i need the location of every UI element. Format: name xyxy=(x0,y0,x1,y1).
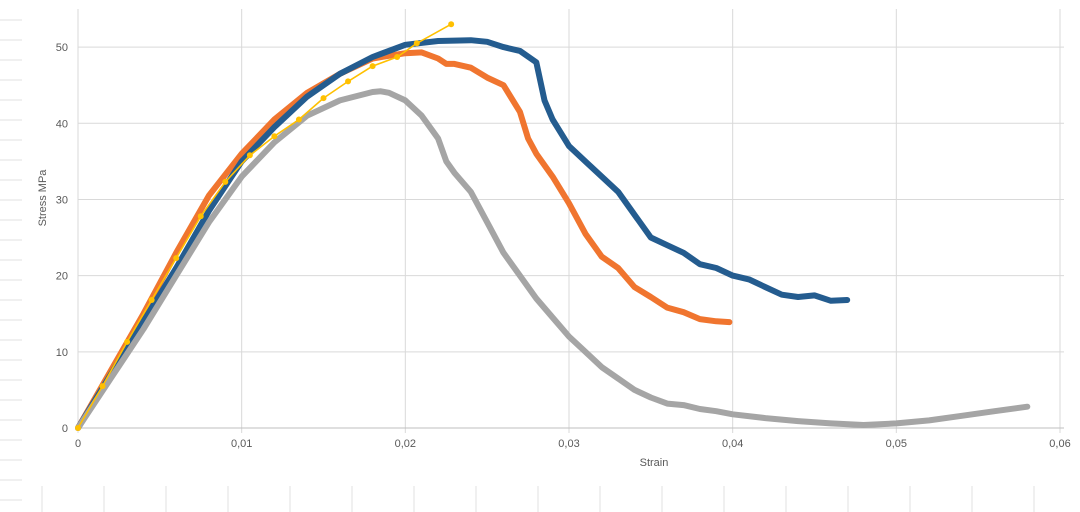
series-4-point xyxy=(394,53,401,60)
x-tick-label: 0,01 xyxy=(231,438,252,450)
gridlines xyxy=(77,9,1064,433)
x-tick-label: 0 xyxy=(75,438,81,450)
chart-area[interactable]: 0 10 20 30 40 50 0 0,01 0,02 0,03 0,04 0,05 0,06 Str… xyxy=(22,0,1080,486)
x-tick-label: 0,06 xyxy=(1049,438,1070,450)
series-line-1 xyxy=(75,49,733,431)
y-tick-label: 30 xyxy=(56,194,68,206)
series-4-point xyxy=(222,178,229,185)
series-4-point xyxy=(295,116,302,123)
series-4-point xyxy=(75,425,81,431)
series-line-3 xyxy=(75,88,1031,431)
series-4-point xyxy=(271,133,278,140)
series-4-point xyxy=(246,152,253,159)
series-group xyxy=(75,21,1031,431)
series-4-point xyxy=(345,78,352,85)
series-4-point xyxy=(320,95,327,102)
chart-plot: 0 10 20 30 40 50 0 0,01 0,02 0,03 0,04 0,05 0,06 Str… xyxy=(37,9,1071,469)
series-4-point xyxy=(173,255,180,262)
x-tick-label: 0,05 xyxy=(886,438,907,450)
y-tick-label: 10 xyxy=(56,347,68,359)
series-4-point xyxy=(124,338,131,345)
tick-labels: 0 10 20 30 40 50 0 0,01 0,02 0,03 0,04 0,05 0,06 xyxy=(56,42,1071,450)
series-4-point xyxy=(99,383,106,390)
series-4-point xyxy=(197,213,204,220)
x-tick-label: 0,03 xyxy=(558,438,579,450)
y-tick-label: 20 xyxy=(56,271,68,283)
y-tick-label: 0 xyxy=(62,423,68,435)
x-tick-label: 0,02 xyxy=(395,438,416,450)
y-tick-label: 50 xyxy=(56,42,68,54)
series-4-point xyxy=(148,297,155,304)
series-4-point xyxy=(369,63,376,70)
series-4-point xyxy=(413,40,420,47)
y-axis-title: Stress MPa xyxy=(37,169,49,227)
x-tick-label: 0,04 xyxy=(722,438,743,450)
series-line-4 xyxy=(77,23,453,429)
series-4-point xyxy=(448,21,455,28)
series-line-2 xyxy=(75,37,851,431)
x-axis-title: Strain xyxy=(640,457,669,469)
y-tick-label: 40 xyxy=(56,118,68,130)
